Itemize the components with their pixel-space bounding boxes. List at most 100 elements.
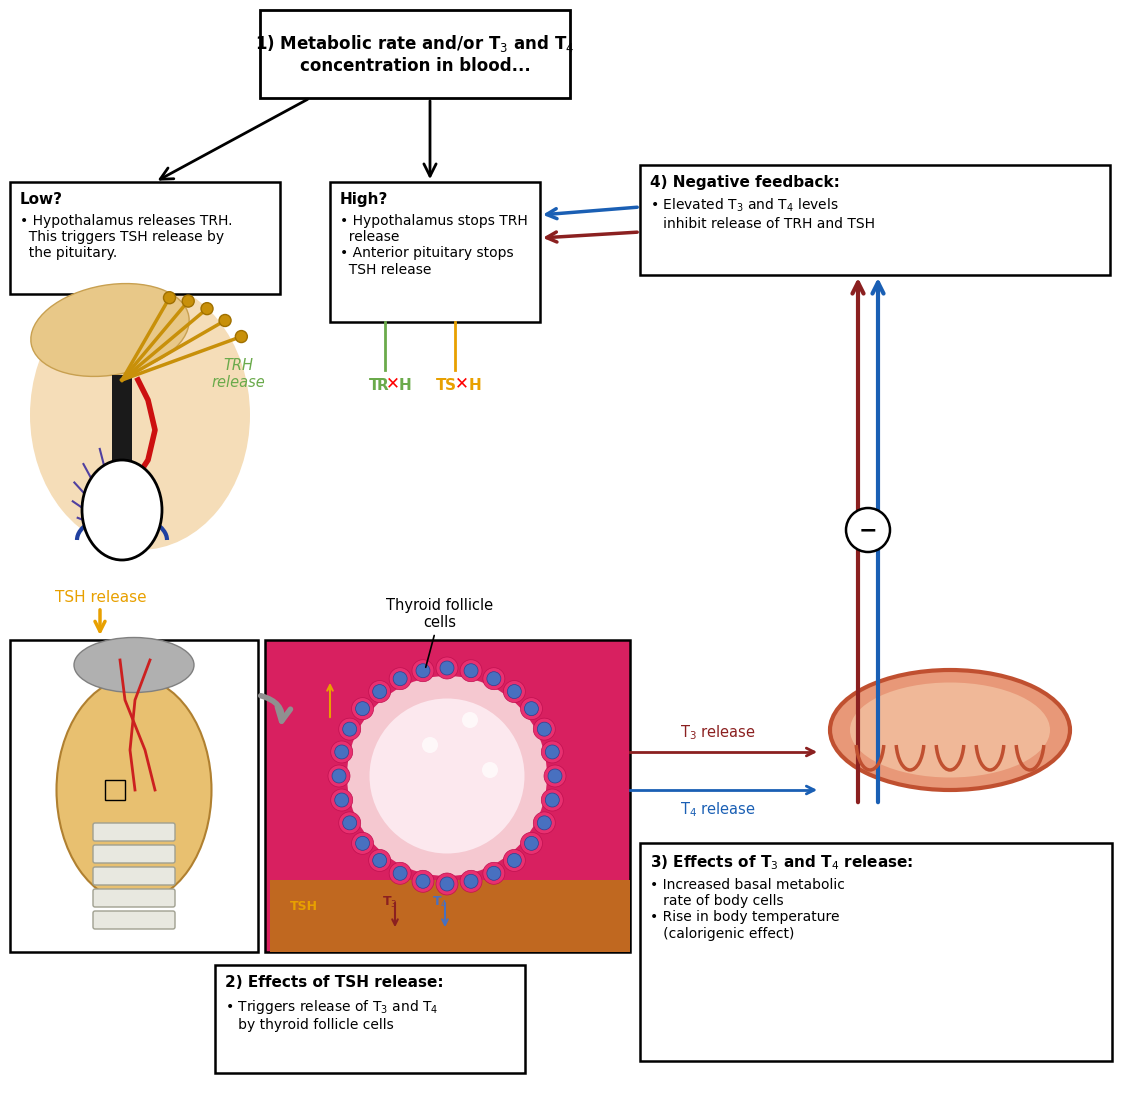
Circle shape xyxy=(846,508,890,552)
Circle shape xyxy=(462,712,478,728)
FancyBboxPatch shape xyxy=(330,182,540,323)
Ellipse shape xyxy=(482,862,505,884)
Ellipse shape xyxy=(369,680,390,702)
FancyBboxPatch shape xyxy=(260,10,570,98)
Circle shape xyxy=(422,737,438,753)
Circle shape xyxy=(465,664,478,678)
Circle shape xyxy=(545,793,559,807)
Text: High?: High? xyxy=(340,192,388,207)
Polygon shape xyxy=(270,880,629,952)
Circle shape xyxy=(356,836,369,850)
Circle shape xyxy=(507,853,522,868)
Text: −: − xyxy=(858,520,877,540)
Text: • Triggers release of T$_3$ and T$_4$
   by thyroid follicle cells: • Triggers release of T$_3$ and T$_4$ by… xyxy=(226,998,439,1032)
Ellipse shape xyxy=(533,719,555,740)
Circle shape xyxy=(537,722,551,736)
Circle shape xyxy=(164,292,175,304)
Ellipse shape xyxy=(412,659,434,681)
Ellipse shape xyxy=(460,659,482,681)
Text: 4) Negative feedback:: 4) Negative feedback: xyxy=(650,176,840,190)
Ellipse shape xyxy=(541,740,563,764)
FancyBboxPatch shape xyxy=(93,867,175,885)
Circle shape xyxy=(201,303,213,315)
Circle shape xyxy=(182,295,194,307)
Ellipse shape xyxy=(482,668,505,690)
FancyBboxPatch shape xyxy=(93,911,175,929)
Text: 1) Metabolic rate and/or T$_3$ and T$_4$
concentration in blood...: 1) Metabolic rate and/or T$_3$ and T$_4$… xyxy=(256,33,574,75)
Ellipse shape xyxy=(389,862,411,884)
Ellipse shape xyxy=(544,765,565,787)
Circle shape xyxy=(482,762,498,778)
Ellipse shape xyxy=(460,870,482,892)
Text: ✕: ✕ xyxy=(456,374,469,392)
Ellipse shape xyxy=(436,873,458,895)
Text: T$_4$: T$_4$ xyxy=(432,895,448,911)
Ellipse shape xyxy=(533,812,555,834)
Circle shape xyxy=(465,874,478,889)
Text: TSH release: TSH release xyxy=(55,589,147,604)
Circle shape xyxy=(440,877,454,891)
Circle shape xyxy=(356,702,369,715)
Ellipse shape xyxy=(331,789,352,811)
Text: • Increased basal metabolic
   rate of body cells
• Rise in body temperature
   : • Increased basal metabolic rate of body… xyxy=(650,878,845,940)
Circle shape xyxy=(332,769,346,783)
Ellipse shape xyxy=(331,740,352,764)
Text: TSH: TSH xyxy=(289,900,318,913)
Circle shape xyxy=(487,671,500,686)
Circle shape xyxy=(334,793,349,807)
FancyBboxPatch shape xyxy=(215,965,525,1073)
Ellipse shape xyxy=(541,789,563,811)
Text: T: T xyxy=(436,378,447,393)
Text: R: R xyxy=(377,378,388,393)
Circle shape xyxy=(548,769,562,783)
FancyBboxPatch shape xyxy=(10,640,38,952)
Circle shape xyxy=(373,853,387,868)
Ellipse shape xyxy=(504,680,525,702)
Ellipse shape xyxy=(412,870,434,892)
Ellipse shape xyxy=(504,849,525,871)
FancyBboxPatch shape xyxy=(228,640,258,952)
Circle shape xyxy=(236,330,247,342)
Ellipse shape xyxy=(347,676,548,877)
Ellipse shape xyxy=(389,668,411,690)
Circle shape xyxy=(440,661,454,675)
Ellipse shape xyxy=(369,699,524,853)
Ellipse shape xyxy=(30,283,190,376)
Text: Thyroid follicle
cells: Thyroid follicle cells xyxy=(386,598,494,667)
Circle shape xyxy=(393,867,407,880)
Ellipse shape xyxy=(521,833,542,855)
Text: 2) Effects of TSH release:: 2) Effects of TSH release: xyxy=(226,975,443,989)
Text: H: H xyxy=(469,378,481,393)
FancyBboxPatch shape xyxy=(93,889,175,907)
Text: Low?: Low? xyxy=(20,192,63,207)
Text: • Hypothalamus releases TRH.
  This triggers TSH release by
  the pituitary.: • Hypothalamus releases TRH. This trigge… xyxy=(20,214,232,260)
FancyBboxPatch shape xyxy=(93,823,175,841)
FancyBboxPatch shape xyxy=(10,640,258,952)
Circle shape xyxy=(416,664,430,678)
Text: • Hypothalamus stops TRH
  release
• Anterior pituitary stops
  TSH release: • Hypothalamus stops TRH release • Anter… xyxy=(340,214,527,276)
Text: T$_4$ release: T$_4$ release xyxy=(680,800,756,818)
Circle shape xyxy=(487,867,500,880)
FancyBboxPatch shape xyxy=(265,640,629,952)
Ellipse shape xyxy=(74,637,194,692)
Ellipse shape xyxy=(82,460,162,559)
Ellipse shape xyxy=(339,812,360,834)
Circle shape xyxy=(373,685,387,699)
FancyBboxPatch shape xyxy=(640,165,1110,275)
Text: 3) Effects of T$_3$ and T$_4$ release:: 3) Effects of T$_3$ and T$_4$ release: xyxy=(650,853,913,872)
Circle shape xyxy=(334,745,349,759)
Circle shape xyxy=(537,816,551,829)
Circle shape xyxy=(545,745,559,759)
Circle shape xyxy=(342,816,357,829)
Ellipse shape xyxy=(339,719,360,740)
Ellipse shape xyxy=(30,280,250,550)
FancyBboxPatch shape xyxy=(112,375,132,495)
Circle shape xyxy=(507,685,522,699)
Circle shape xyxy=(524,702,539,715)
Text: H: H xyxy=(399,378,412,393)
Ellipse shape xyxy=(56,678,212,903)
FancyBboxPatch shape xyxy=(10,182,280,294)
Text: T$_3$: T$_3$ xyxy=(383,895,398,911)
Circle shape xyxy=(219,315,231,327)
Ellipse shape xyxy=(351,698,374,720)
